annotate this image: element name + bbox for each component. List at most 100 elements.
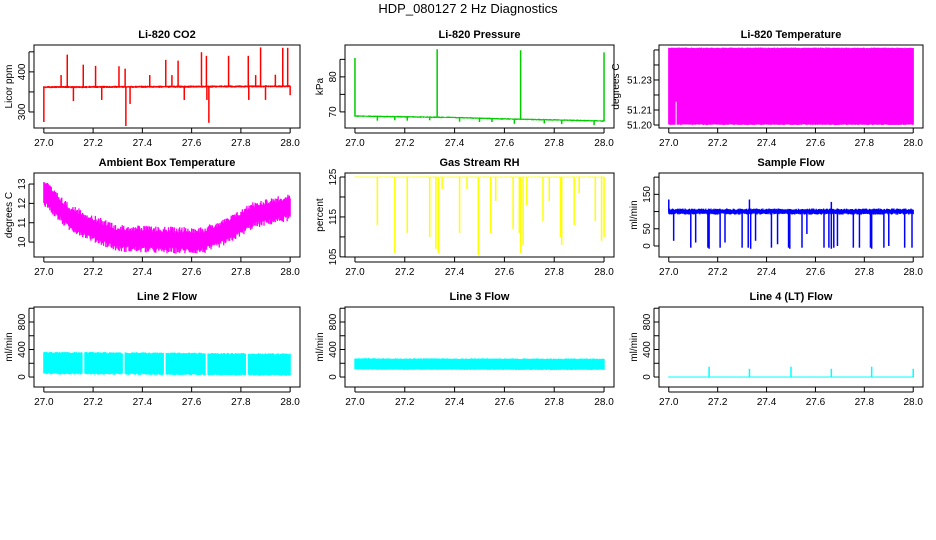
y-tick-label: 13 (17, 178, 28, 190)
data-series (354, 49, 605, 126)
plot-frame (344, 172, 615, 258)
panel-title: Line 4 (LT) Flow (750, 291, 833, 303)
y-tick-label: 800 (17, 313, 28, 330)
panel-title: Li-820 CO2 (138, 29, 195, 41)
x-tick-label: 27.8 (231, 138, 251, 149)
y-tick-label: 0 (642, 374, 653, 380)
x-tick-label: 27.8 (544, 397, 564, 408)
plot-frame (33, 172, 301, 258)
x-tick-label: 27.2 (395, 397, 415, 408)
y-tick-label: 105 (328, 248, 339, 265)
x-tick-label: 28.0 (594, 397, 614, 408)
y-axis-label: ml/min (315, 332, 326, 361)
x-tick-label: 27.2 (83, 267, 103, 278)
x-tick-label: 27.8 (231, 397, 251, 408)
x-tick-label: 28.0 (280, 267, 300, 278)
x-tick-label: 27.0 (659, 397, 679, 408)
x-tick-label: 27.6 (806, 267, 826, 278)
y-tick-label: 51.23 (627, 75, 652, 86)
y-tick-label: 0 (642, 243, 653, 249)
y-tick-label: 80 (328, 71, 339, 83)
x-tick-label: 27.6 (495, 267, 515, 278)
y-tick-label: 125 (328, 168, 339, 185)
chart-panel: Line 2 Flow ml/min 27.0 27.2 27.4 27.6 27.8 28.… (4, 291, 301, 408)
data-series (354, 176, 605, 255)
x-tick-label: 27.4 (757, 138, 777, 149)
plot-frame (33, 44, 301, 129)
y-axis-label: ml/min (4, 332, 15, 361)
y-axis-label: ml/min (629, 332, 640, 361)
panel-title: Gas Stream RH (439, 157, 519, 169)
y-tick-label: 400 (328, 341, 339, 358)
plot-frame (658, 172, 924, 258)
y-tick-label: 11 (17, 217, 28, 228)
y-axis-label: percent (315, 198, 326, 232)
x-tick-label: 27.4 (445, 138, 465, 149)
x-tick-label: 27.2 (83, 397, 103, 408)
plot-frame (658, 44, 924, 129)
y-tick-label: 51.20 (627, 120, 652, 131)
x-tick-label: 27.4 (757, 397, 777, 408)
x-tick-label: 27.4 (757, 267, 777, 278)
x-tick-label: 27.6 (806, 138, 826, 149)
x-tick-label: 27.0 (34, 138, 54, 149)
x-tick-label: 27.8 (544, 267, 564, 278)
x-tick-label: 27.6 (182, 267, 202, 278)
x-tick-label: 27.6 (806, 397, 826, 408)
x-tick-label: 28.0 (280, 397, 300, 408)
plot-frame (658, 306, 924, 388)
x-tick-label: 27.8 (855, 138, 875, 149)
x-tick-label: 27.0 (345, 138, 365, 149)
x-tick-label: 27.0 (345, 397, 365, 408)
x-tick-label: 27.8 (544, 138, 564, 149)
y-tick-label: 10 (17, 236, 28, 248)
x-tick-label: 27.8 (855, 397, 875, 408)
x-tick-label: 27.2 (708, 138, 728, 149)
chart-panel: Sample Flow ml/min 27.0 27.2 27.4 27.6 27.8 28.… (629, 157, 924, 278)
x-tick-label: 27.0 (659, 267, 679, 278)
y-tick-label: 400 (17, 341, 28, 358)
x-tick-label: 28.0 (903, 138, 923, 149)
data-series (668, 47, 914, 125)
y-tick-label: 400 (17, 63, 28, 80)
x-tick-label: 27.4 (133, 138, 153, 149)
x-tick-label: 27.2 (395, 267, 415, 278)
x-tick-label: 27.4 (133, 267, 153, 278)
x-tick-label: 27.6 (182, 138, 202, 149)
y-tick-label: 70 (328, 106, 339, 118)
y-axis-label: Licor ppm (4, 65, 15, 109)
x-tick-label: 28.0 (280, 138, 300, 149)
x-tick-label: 27.0 (659, 138, 679, 149)
y-axis-label: kPa (315, 77, 326, 95)
x-tick-label: 27.4 (445, 267, 465, 278)
y-tick-label: 115 (328, 209, 339, 225)
y-tick-label: 400 (642, 341, 653, 358)
x-tick-label: 28.0 (594, 267, 614, 278)
chart-panel: Line 3 Flow ml/min 27.0 27.2 27.4 27.6 27.8 28.… (315, 291, 615, 408)
y-tick-label: 800 (328, 313, 339, 330)
x-tick-label: 27.4 (445, 397, 465, 408)
chart-panel: Li-820 Pressure kPa 27.0 27.2 27.4 27.6 27.8 28… (315, 29, 615, 149)
x-tick-label: 27.6 (495, 138, 515, 149)
panel-title: Li-820 Temperature (741, 29, 842, 41)
data-series (354, 358, 605, 371)
x-tick-label: 28.0 (903, 267, 923, 278)
y-tick-label: 150 (642, 186, 653, 203)
plot-frame (344, 44, 615, 129)
data-series (43, 181, 291, 254)
x-tick-label: 27.4 (133, 397, 153, 408)
x-tick-label: 27.6 (182, 397, 202, 408)
figure-title: HDP_080127 2 Hz Diagnostics (378, 1, 558, 16)
x-tick-label: 27.2 (395, 138, 415, 149)
x-tick-label: 27.2 (708, 397, 728, 408)
panel-title: Line 3 Flow (450, 291, 510, 303)
panel-title: Line 2 Flow (137, 291, 197, 303)
x-tick-label: 27.6 (495, 397, 515, 408)
x-tick-label: 27.2 (83, 138, 103, 149)
y-axis-label: ml/min (629, 200, 640, 229)
panel-title: Li-820 Pressure (439, 29, 521, 41)
panel-title: Ambient Box Temperature (99, 157, 236, 169)
chart-panel: Line 4 (LT) Flow ml/min 27.0 27.2 27.4 27.6 27… (629, 291, 924, 408)
x-tick-label: 27.0 (34, 267, 54, 278)
